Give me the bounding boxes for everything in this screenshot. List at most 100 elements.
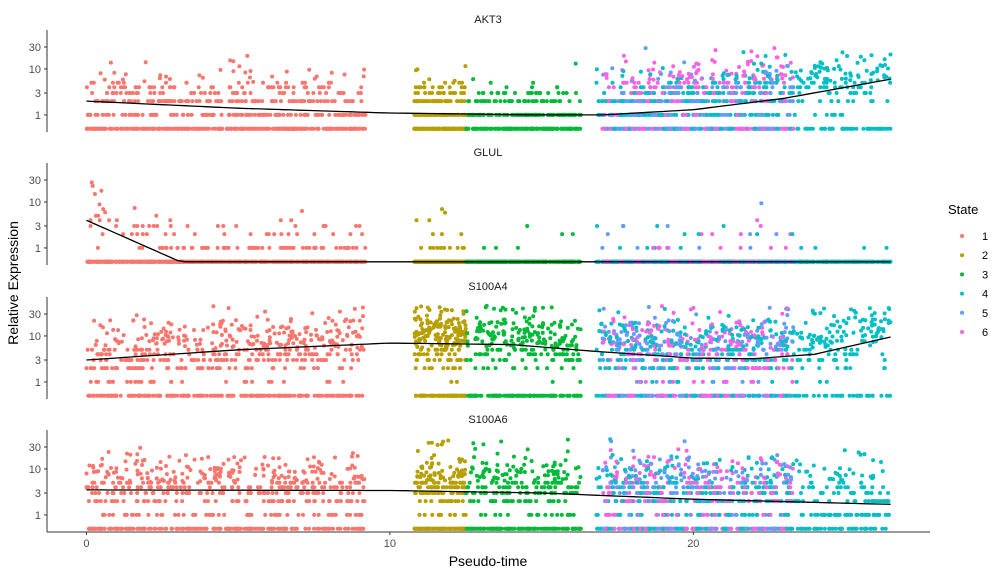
point-state-1 xyxy=(245,54,249,58)
point-state-3 xyxy=(477,91,481,95)
point-state-4 xyxy=(799,246,803,250)
point-state-1 xyxy=(334,246,338,250)
point-state-5 xyxy=(774,232,778,236)
point-state-1 xyxy=(263,310,267,314)
point-state-1 xyxy=(267,246,271,250)
point-state-1 xyxy=(224,380,228,384)
point-state-4 xyxy=(611,99,615,103)
point-state-6 xyxy=(783,73,787,77)
point-state-3 xyxy=(571,232,575,236)
point-state-1 xyxy=(267,358,271,362)
point-state-1 xyxy=(240,127,244,131)
point-state-1 xyxy=(141,113,145,117)
point-state-4 xyxy=(861,127,865,131)
point-state-1 xyxy=(94,113,98,117)
point-state-1 xyxy=(161,260,165,264)
point-state-5 xyxy=(748,246,752,250)
point-state-1 xyxy=(151,113,155,117)
point-state-1 xyxy=(228,113,232,117)
point-state-5 xyxy=(720,113,724,117)
point-state-2 xyxy=(460,127,464,131)
point-state-5 xyxy=(682,60,686,64)
point-state-1 xyxy=(282,331,286,335)
point-state-1 xyxy=(292,99,296,103)
point-state-2 xyxy=(454,127,458,131)
point-state-5 xyxy=(636,246,640,250)
point-state-3 xyxy=(549,99,553,103)
point-state-1 xyxy=(247,358,251,362)
point-state-2 xyxy=(443,211,447,215)
point-state-4 xyxy=(886,67,890,71)
point-state-1 xyxy=(147,394,151,398)
point-state-3 xyxy=(546,91,550,95)
point-state-2 xyxy=(462,246,466,250)
point-state-4 xyxy=(796,85,800,89)
point-state-5 xyxy=(669,71,673,75)
point-state-1 xyxy=(274,99,278,103)
point-state-1 xyxy=(186,224,190,228)
point-state-1 xyxy=(301,81,305,85)
point-state-1 xyxy=(90,91,94,95)
point-state-5 xyxy=(606,232,610,236)
point-state-1 xyxy=(199,338,203,342)
point-state-6 xyxy=(636,91,640,95)
point-state-1 xyxy=(184,366,188,370)
point-state-6 xyxy=(740,91,744,95)
point-state-3 xyxy=(482,246,486,250)
point-state-2 xyxy=(423,91,427,95)
point-state-1 xyxy=(90,127,94,131)
point-state-6 xyxy=(652,78,656,82)
point-state-1 xyxy=(361,306,365,310)
point-state-5 xyxy=(769,77,773,81)
point-state-1 xyxy=(105,91,109,95)
point-state-6 xyxy=(652,61,656,65)
point-state-1 xyxy=(270,99,274,103)
point-state-1 xyxy=(330,99,334,103)
point-state-3 xyxy=(503,99,507,103)
point-state-1 xyxy=(299,113,303,117)
point-state-4 xyxy=(885,246,889,250)
point-state-3 xyxy=(503,91,507,95)
point-state-1 xyxy=(358,113,362,117)
point-state-6 xyxy=(694,71,698,75)
point-state-1 xyxy=(94,214,98,218)
point-state-4 xyxy=(764,54,768,58)
point-state-4 xyxy=(813,246,817,250)
point-state-4 xyxy=(868,91,872,95)
point-state-1 xyxy=(181,113,185,117)
point-state-4 xyxy=(804,85,808,89)
point-state-1 xyxy=(119,394,123,398)
point-state-1 xyxy=(133,260,137,264)
point-state-2 xyxy=(439,246,443,250)
point-state-1 xyxy=(111,81,115,85)
point-state-5 xyxy=(764,70,768,74)
point-state-1 xyxy=(285,70,289,74)
point-state-5 xyxy=(771,81,775,85)
point-state-2 xyxy=(422,81,426,85)
point-state-5 xyxy=(706,127,710,131)
point-state-2 xyxy=(456,246,460,250)
point-state-4 xyxy=(652,91,656,95)
point-state-6 xyxy=(605,76,609,80)
point-state-4 xyxy=(844,72,848,76)
point-state-4 xyxy=(870,53,874,57)
point-state-1 xyxy=(207,127,211,131)
point-state-1 xyxy=(240,113,244,117)
point-state-5 xyxy=(739,85,743,89)
point-state-5 xyxy=(735,85,739,89)
point-state-3 xyxy=(489,81,493,85)
point-state-6 xyxy=(755,54,759,58)
point-state-3 xyxy=(565,91,569,95)
point-state-1 xyxy=(292,91,296,95)
point-state-1 xyxy=(246,81,250,85)
point-state-1 xyxy=(196,366,200,370)
point-state-4 xyxy=(833,81,837,85)
point-state-3 xyxy=(540,99,544,103)
point-state-5 xyxy=(635,99,639,103)
point-state-1 xyxy=(273,332,277,336)
point-state-4 xyxy=(775,127,779,131)
point-state-1 xyxy=(302,366,306,370)
point-state-3 xyxy=(568,99,572,103)
point-state-1 xyxy=(181,127,185,131)
point-state-4 xyxy=(797,77,801,81)
